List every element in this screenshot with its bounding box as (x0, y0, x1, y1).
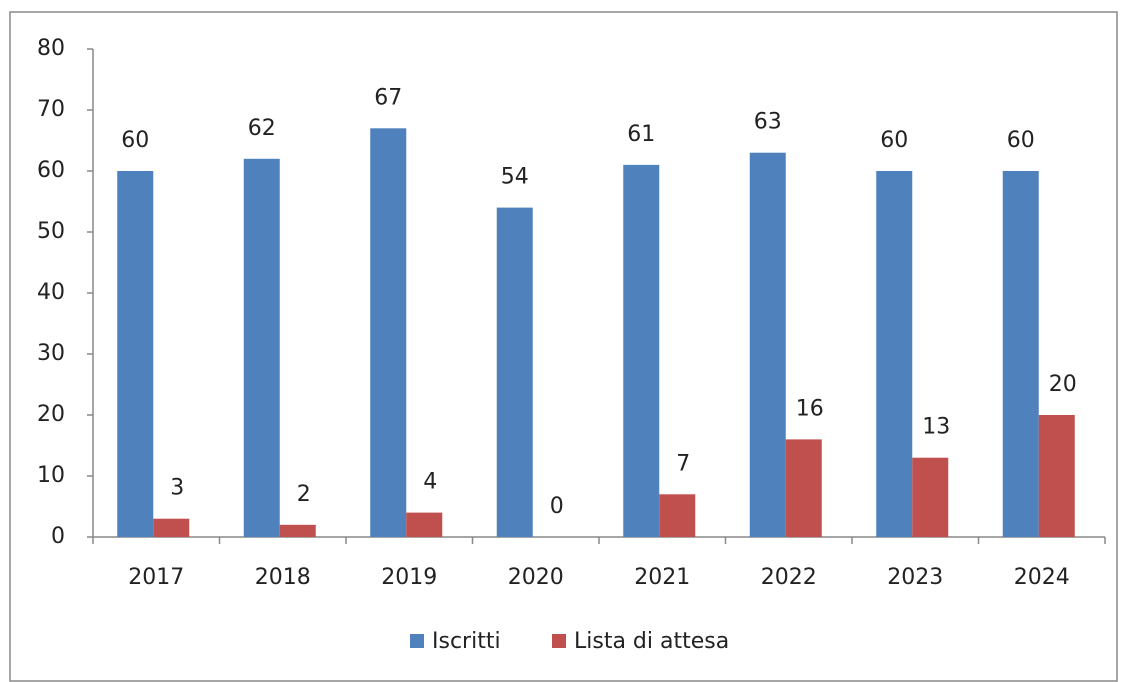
legend-label: Lista di attesa (574, 629, 729, 654)
bar (370, 128, 407, 538)
y-tick-label: 40 (37, 280, 65, 305)
chart-frame (9, 11, 1118, 682)
y-tick-label: 30 (37, 341, 65, 366)
x-tick-label: 2019 (381, 565, 437, 590)
bar (496, 207, 533, 537)
x-tick-label: 2017 (128, 565, 184, 590)
data-label: 67 (374, 85, 402, 110)
data-label: 2 (297, 482, 311, 507)
x-tick-label: 2023 (887, 565, 943, 590)
bar (153, 518, 190, 537)
data-label: 4 (423, 470, 437, 495)
legend-label: Iscritti (432, 629, 501, 654)
data-label: 3 (170, 476, 184, 501)
data-label: 13 (922, 415, 950, 440)
y-tick-label: 50 (37, 219, 65, 244)
bar (785, 439, 822, 537)
bar (1002, 171, 1039, 537)
bar (1038, 415, 1075, 537)
data-label: 60 (880, 128, 908, 153)
data-label: 60 (121, 128, 149, 153)
x-tick-label: 2020 (508, 565, 564, 590)
bar (912, 457, 949, 537)
data-label: 62 (248, 116, 276, 141)
y-tick-label: 10 (37, 463, 65, 488)
x-tick-label: 2022 (761, 565, 817, 590)
bar (279, 524, 316, 537)
x-tick-label: 2018 (255, 565, 311, 590)
data-label: 16 (796, 396, 824, 421)
bar (406, 512, 443, 537)
bar (117, 171, 154, 537)
data-label: 0 (550, 494, 564, 519)
legend-swatch (552, 634, 566, 648)
y-tick-label: 60 (37, 158, 65, 183)
bar (243, 158, 280, 538)
y-tick-label: 70 (37, 97, 65, 122)
bar (749, 152, 786, 537)
data-label: 60 (1007, 128, 1035, 153)
data-label: 7 (676, 451, 690, 476)
legend-swatch (410, 634, 424, 648)
data-label: 63 (754, 110, 782, 135)
data-label: 20 (1049, 372, 1077, 397)
y-tick-label: 20 (37, 402, 65, 427)
x-tick-label: 2021 (634, 565, 690, 590)
bar (876, 171, 913, 537)
data-label: 61 (627, 122, 655, 147)
y-tick-label: 80 (37, 36, 65, 61)
y-tick-label: 0 (51, 524, 65, 549)
bar (659, 494, 696, 537)
data-label: 54 (501, 165, 529, 190)
x-tick-label: 2024 (1014, 565, 1070, 590)
bar (623, 164, 660, 537)
